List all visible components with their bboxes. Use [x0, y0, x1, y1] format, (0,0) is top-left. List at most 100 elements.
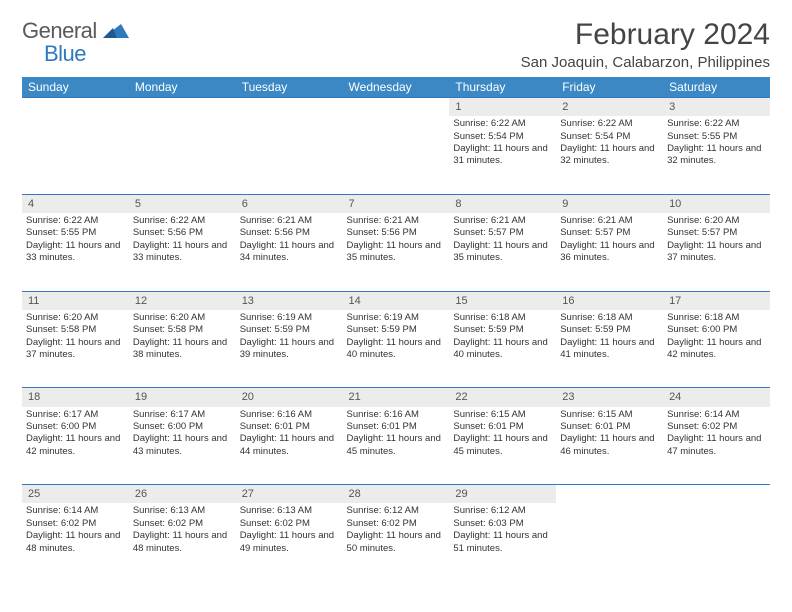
- sunrise-line: Sunrise: 6:21 AM: [240, 215, 339, 227]
- sunrise-line: Sunrise: 6:18 AM: [560, 312, 659, 324]
- day-cell: Sunrise: 6:20 AMSunset: 5:58 PMDaylight:…: [129, 310, 236, 388]
- sunset-line: Sunset: 6:01 PM: [453, 421, 552, 433]
- weekday-header: Sunday: [22, 77, 129, 98]
- day-number: 26: [129, 485, 236, 504]
- weekday-header: Saturday: [663, 77, 770, 98]
- day-number: 25: [22, 485, 129, 504]
- day-cell: Sunrise: 6:19 AMSunset: 5:59 PMDaylight:…: [236, 310, 343, 388]
- sunset-line: Sunset: 5:57 PM: [667, 227, 766, 239]
- daylight-line: Daylight: 11 hours and 39 minutes.: [240, 337, 339, 362]
- sunrise-line: Sunrise: 6:12 AM: [453, 505, 552, 517]
- day-cell: Sunrise: 6:16 AMSunset: 6:01 PMDaylight:…: [343, 407, 450, 485]
- sunset-line: Sunset: 5:59 PM: [347, 324, 446, 336]
- sunrise-line: Sunrise: 6:20 AM: [667, 215, 766, 227]
- day-cell: [22, 116, 129, 194]
- day-content-row: Sunrise: 6:22 AMSunset: 5:55 PMDaylight:…: [22, 213, 770, 291]
- day-cell: [129, 116, 236, 194]
- sunset-line: Sunset: 6:02 PM: [347, 518, 446, 530]
- day-number: 8: [449, 194, 556, 213]
- day-number: 19: [129, 388, 236, 407]
- weekday-header: Friday: [556, 77, 663, 98]
- day-number: 28: [343, 485, 450, 504]
- daynum-row: 11121314151617: [22, 291, 770, 310]
- day-number: [343, 98, 450, 117]
- day-number: 20: [236, 388, 343, 407]
- sunrise-line: Sunrise: 6:16 AM: [240, 409, 339, 421]
- page-title: February 2024: [521, 18, 770, 52]
- day-cell: [663, 503, 770, 581]
- sunset-line: Sunset: 6:00 PM: [26, 421, 125, 433]
- day-cell: Sunrise: 6:20 AMSunset: 5:58 PMDaylight:…: [22, 310, 129, 388]
- day-cell: Sunrise: 6:13 AMSunset: 6:02 PMDaylight:…: [129, 503, 236, 581]
- day-content-row: Sunrise: 6:14 AMSunset: 6:02 PMDaylight:…: [22, 503, 770, 581]
- day-content-row: Sunrise: 6:17 AMSunset: 6:00 PM Daylight:…: [22, 407, 770, 485]
- daylight-line: Daylight: 11 hours and 48 minutes.: [133, 530, 232, 555]
- day-number: 1: [449, 98, 556, 117]
- day-cell: Sunrise: 6:21 AMSunset: 5:56 PMDaylight:…: [343, 213, 450, 291]
- day-number: 10: [663, 194, 770, 213]
- sunrise-line: Sunrise: 6:12 AM: [347, 505, 446, 517]
- daylight-line: Daylight: 11 hours and 37 minutes.: [26, 337, 125, 362]
- day-cell: Sunrise: 6:18 AMSunset: 6:00 PMDaylight:…: [663, 310, 770, 388]
- daylight-line: Daylight: 11 hours and 44 minutes.: [240, 433, 339, 458]
- day-number: 16: [556, 291, 663, 310]
- weekday-header: Tuesday: [236, 77, 343, 98]
- day-cell: Sunrise: 6:12 AMSunset: 6:02 PMDaylight:…: [343, 503, 450, 581]
- day-number: 2: [556, 98, 663, 117]
- location-subtitle: San Joaquin, Calabarzon, Philippines: [521, 54, 770, 71]
- day-number: 11: [22, 291, 129, 310]
- day-cell: [343, 116, 450, 194]
- daylight-line: Daylight: 11 hours and 38 minutes.: [133, 337, 232, 362]
- weekday-header: Monday: [129, 77, 236, 98]
- day-number: 23: [556, 388, 663, 407]
- sunset-line: Sunset: 5:56 PM: [133, 227, 232, 239]
- day-number: [236, 98, 343, 117]
- daylight-line: Daylight: 11 hours and 35 minutes.: [453, 240, 552, 265]
- day-number: [663, 485, 770, 504]
- day-number: 29: [449, 485, 556, 504]
- sunrise-line: Sunrise: 6:18 AM: [667, 312, 766, 324]
- day-number: 15: [449, 291, 556, 310]
- daynum-row: 2526272829: [22, 485, 770, 504]
- daylight-line: Daylight: 11 hours and 34 minutes.: [240, 240, 339, 265]
- sunrise-line: Sunrise: 6:22 AM: [667, 118, 766, 130]
- sunset-line: Sunset: 6:00 PM: [667, 324, 766, 336]
- day-cell: Sunrise: 6:22 AMSunset: 5:54 PMDaylight:…: [556, 116, 663, 194]
- sunset-line: Sunset: 5:54 PM: [560, 131, 659, 143]
- day-cell: Sunrise: 6:22 AMSunset: 5:55 PMDaylight:…: [663, 116, 770, 194]
- sunrise-line: Sunrise: 6:17 AM: [26, 409, 125, 421]
- sunset-line: Sunset: 6:01 PM: [240, 421, 339, 433]
- sunrise-line: Sunrise: 6:22 AM: [560, 118, 659, 130]
- day-cell: Sunrise: 6:15 AMSunset: 6:01 PMDaylight:…: [556, 407, 663, 485]
- sunset-line: Sunset: 5:55 PM: [667, 131, 766, 143]
- sunrise-line: Sunrise: 6:20 AM: [133, 312, 232, 324]
- day-cell: Sunrise: 6:14 AMSunset: 6:02 PMDaylight:…: [22, 503, 129, 581]
- sunrise-line: Sunrise: 6:18 AM: [453, 312, 552, 324]
- daylight-line: Daylight: 11 hours and 43 minutes.: [133, 433, 232, 458]
- day-number: 18: [22, 388, 129, 407]
- sunrise-line: Sunrise: 6:15 AM: [453, 409, 552, 421]
- sunset-line: Sunset: 6:02 PM: [133, 518, 232, 530]
- daylight-line: Daylight: 11 hours and 37 minutes.: [667, 240, 766, 265]
- day-cell: Sunrise: 6:12 AMSunset: 6:03 PMDaylight:…: [449, 503, 556, 581]
- brand-logo: General Blue: [22, 18, 129, 67]
- day-number: 13: [236, 291, 343, 310]
- daylight-line: Daylight: 11 hours and 32 minutes.: [667, 143, 766, 168]
- sunrise-line: Sunrise: 6:21 AM: [560, 215, 659, 227]
- sunset-line: Sunset: 6:02 PM: [240, 518, 339, 530]
- daylight-line: Daylight: 11 hours and 50 minutes.: [347, 530, 446, 555]
- daylight-line: Daylight: 11 hours and 45 minutes.: [453, 433, 552, 458]
- day-number: 12: [129, 291, 236, 310]
- daylight-line: Daylight: 11 hours and 40 minutes.: [347, 337, 446, 362]
- day-cell: Sunrise: 6:17 AMSunset: 6:00 PMDaylight:…: [129, 407, 236, 485]
- day-content-row: Sunrise: 6:20 AMSunset: 5:58 PMDaylight:…: [22, 310, 770, 388]
- sunset-line: Sunset: 5:55 PM: [26, 227, 125, 239]
- day-number: 27: [236, 485, 343, 504]
- sunrise-line: Sunrise: 6:14 AM: [667, 409, 766, 421]
- daylight-line: Daylight: 11 hours and 46 minutes.: [560, 433, 659, 458]
- day-cell: Sunrise: 6:16 AMSunset: 6:01 PMDaylight:…: [236, 407, 343, 485]
- day-cell: [556, 503, 663, 581]
- daynum-row: 123: [22, 98, 770, 117]
- sunset-line: Sunset: 5:58 PM: [26, 324, 125, 336]
- title-block: February 2024 San Joaquin, Calabarzon, P…: [521, 18, 770, 71]
